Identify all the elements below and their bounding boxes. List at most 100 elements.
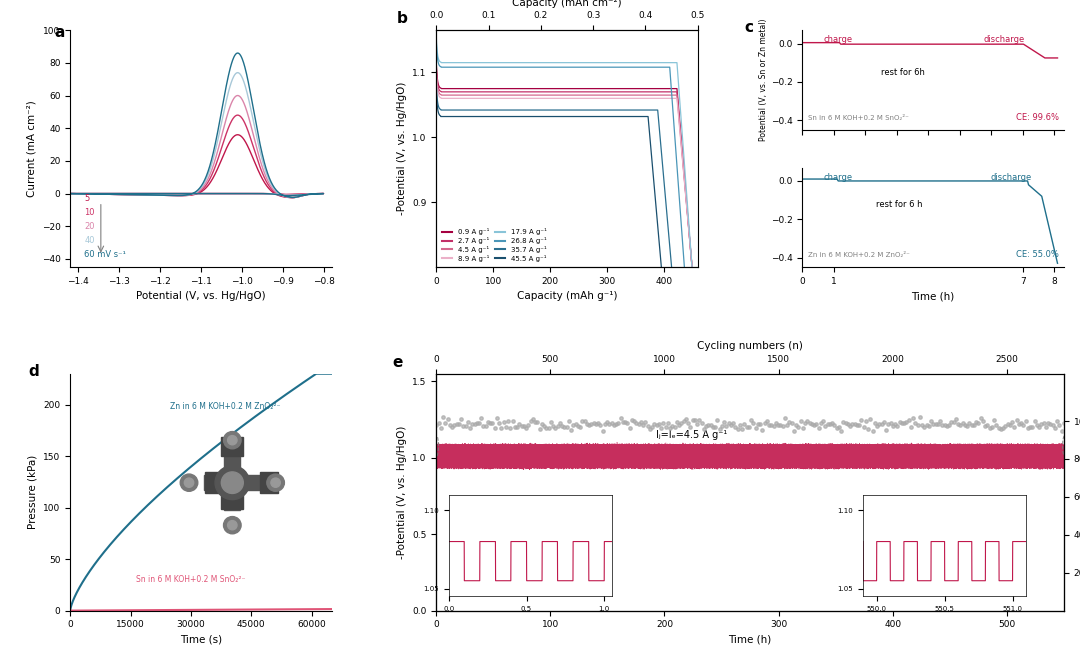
Point: [1042, 419, 1059, 429]
Point: [498, 421, 515, 432]
Point: [783, 418, 800, 429]
Point: [519, 419, 537, 430]
Point: [561, 416, 578, 427]
Point: [916, 422, 933, 433]
Point: [455, 421, 472, 431]
Point: [889, 421, 906, 431]
Point: [716, 417, 733, 427]
Point: [735, 419, 753, 429]
Point: [941, 420, 958, 431]
Point: [612, 413, 630, 424]
Text: 5: 5: [84, 194, 90, 203]
Point: [924, 419, 942, 429]
Point: [990, 423, 1008, 433]
Point: [646, 418, 663, 429]
Text: a: a: [55, 25, 65, 40]
Point: [875, 417, 892, 427]
Point: [860, 423, 877, 434]
Text: e: e: [392, 355, 403, 370]
Point: [945, 417, 962, 427]
Point: [1015, 420, 1032, 431]
Point: [1022, 422, 1039, 433]
Point: [637, 417, 654, 427]
Point: [887, 419, 904, 429]
Point: [529, 417, 546, 427]
Point: [666, 421, 684, 432]
Point: [787, 419, 805, 430]
Point: [554, 421, 571, 431]
Point: [583, 418, 600, 429]
Point: [902, 421, 919, 432]
Point: [1053, 425, 1070, 436]
Point: [1003, 417, 1021, 427]
Point: [513, 420, 530, 431]
Point: [525, 413, 542, 424]
Point: [760, 420, 778, 431]
Point: [1026, 415, 1043, 426]
Point: [652, 422, 670, 433]
Text: 60 mV s⁻¹: 60 mV s⁻¹: [84, 250, 126, 258]
Point: [873, 419, 890, 429]
Point: [758, 416, 775, 427]
Point: [740, 422, 757, 433]
Point: [700, 420, 717, 431]
Point: [725, 417, 742, 428]
Point: [912, 412, 929, 423]
Point: [492, 423, 510, 433]
Point: [720, 417, 738, 428]
Point: [681, 421, 699, 432]
Point: [745, 418, 762, 429]
Point: [475, 421, 492, 432]
Y-axis label: -Potential (V, vs. Hg/HgO): -Potential (V, vs. Hg/HgO): [396, 82, 406, 215]
Point: [831, 422, 848, 433]
Point: [1001, 419, 1018, 430]
Point: [920, 420, 937, 431]
Point: [808, 419, 825, 429]
Point: [974, 416, 991, 427]
Text: c: c: [745, 20, 754, 36]
Point: [706, 421, 724, 432]
Point: [486, 423, 503, 433]
Point: [752, 419, 769, 429]
Point: [453, 413, 470, 424]
Point: [623, 415, 640, 426]
Point: [826, 420, 843, 431]
Point: [868, 421, 886, 431]
Point: [781, 417, 798, 427]
Point: [527, 416, 544, 427]
Point: [796, 417, 813, 428]
Point: [846, 419, 863, 429]
Point: [627, 417, 645, 428]
Point: [997, 421, 1014, 431]
X-axis label: Cycling numbers (n): Cycling numbers (n): [697, 342, 802, 352]
Point: [862, 414, 879, 425]
Point: [696, 423, 713, 434]
Point: [571, 421, 589, 432]
Point: [951, 419, 969, 430]
Point: [772, 419, 789, 430]
Point: [576, 416, 593, 427]
Text: Zn in 6 M KOH+0.2 M ZnO₂²⁻: Zn in 6 M KOH+0.2 M ZnO₂²⁻: [808, 252, 909, 258]
Point: [981, 423, 998, 433]
Point: [590, 417, 607, 428]
Point: [567, 419, 584, 429]
Point: [848, 420, 865, 431]
Point: [565, 419, 582, 430]
Point: [1037, 421, 1054, 432]
Text: 10: 10: [84, 208, 95, 217]
Point: [608, 419, 625, 430]
Point: [603, 417, 620, 428]
Point: [551, 418, 568, 429]
Point: [605, 419, 622, 430]
Text: Iⱼ=Iₑ=4.5 A g⁻¹: Iⱼ=Iₑ=4.5 A g⁻¹: [656, 429, 727, 440]
Point: [880, 419, 897, 429]
Point: [733, 423, 751, 434]
Point: [615, 416, 632, 427]
Point: [536, 421, 553, 431]
Point: [659, 417, 676, 428]
Point: [839, 419, 856, 429]
Point: [891, 417, 908, 427]
Point: [500, 416, 517, 427]
Point: [630, 419, 647, 429]
Point: [713, 421, 730, 431]
